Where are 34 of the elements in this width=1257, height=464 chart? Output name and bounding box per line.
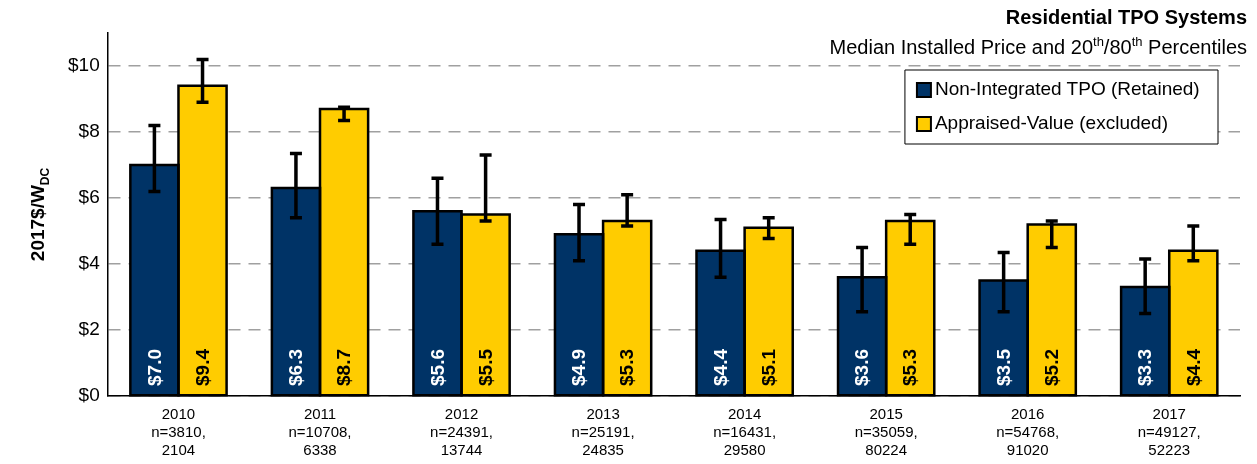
data-label: $3.6 [851, 349, 873, 386]
x-tick-label: 2010 n=3810, 2104 [151, 405, 206, 459]
data-label: $5.3 [616, 349, 638, 386]
legend-label: Appraised-Value (excluded) [934, 112, 1168, 134]
x-tick-label: 2013 n=25191, 24835 [571, 405, 635, 459]
y-tick-label: $0 [78, 384, 100, 406]
data-label: $5.2 [1040, 349, 1062, 386]
y-tick-label: $2 [78, 318, 100, 340]
legend-label: Non-Integrated TPO (Retained) [934, 78, 1200, 100]
data-label: $3.3 [1134, 349, 1156, 386]
data-label: $5.6 [426, 349, 448, 386]
x-tick-label: 2011 n=10708, 6338 [288, 405, 352, 459]
data-label: $4.4 [709, 348, 731, 386]
x-tick-label: 2016 n=54768, 91020 [996, 405, 1060, 459]
data-label: $3.5 [992, 348, 1014, 386]
y-axis-title: 2017$/WDC [27, 167, 52, 262]
chart-title: Residential TPO Systems [1005, 6, 1247, 28]
data-label: $4.9 [568, 349, 590, 386]
y-tick-label: $8 [78, 120, 100, 142]
data-label: $5.1 [757, 348, 779, 386]
data-label: $6.3 [285, 349, 307, 386]
y-tick-label: $10 [68, 54, 100, 76]
x-tick-label: 2012 n=24391, 13744 [430, 405, 494, 459]
y-tick-label: $6 [78, 186, 100, 208]
data-label: $5.5 [474, 348, 496, 386]
data-label: $5.3 [899, 349, 921, 386]
data-label: $8.7 [333, 349, 355, 386]
data-label: $9.4 [191, 348, 213, 386]
x-tick-label: 2015 n=35059, 80224 [854, 405, 918, 459]
x-tick-label: 2017 n=49127, 52223 [1137, 405, 1201, 459]
x-tick-label: 2014 n=16431, 29580 [713, 405, 777, 459]
y-tick-label: $4 [78, 252, 101, 274]
data-label: $7.0 [143, 349, 165, 386]
data-label: $4.4 [1182, 348, 1204, 386]
